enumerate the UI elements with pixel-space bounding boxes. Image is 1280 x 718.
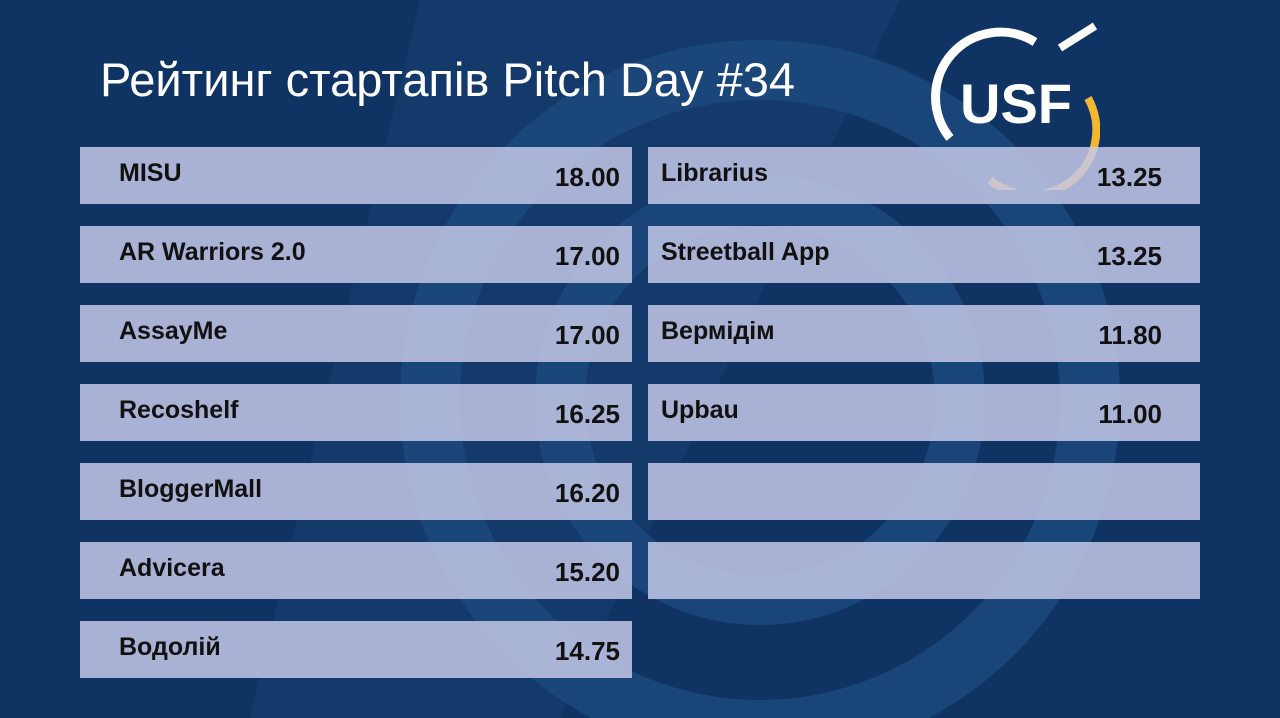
startup-name: Вермідім bbox=[661, 316, 775, 345]
ranking-row: Вермідім 11.80 bbox=[648, 305, 1200, 362]
ranking-row: Librarius 13.25 bbox=[648, 147, 1200, 204]
startup-score: 13.25 bbox=[1096, 161, 1162, 192]
startup-score: 15.20 bbox=[554, 556, 620, 587]
ranking-row bbox=[648, 542, 1200, 599]
startup-name: Водолій bbox=[119, 632, 221, 661]
startup-score: 16.25 bbox=[554, 398, 620, 429]
startup-name: Upbau bbox=[661, 395, 739, 424]
ranking-row: Advicera 15.20 bbox=[80, 542, 632, 599]
startup-name: AR Warriors 2.0 bbox=[119, 237, 306, 266]
startup-name: MISU bbox=[119, 158, 182, 187]
startup-score: 18.00 bbox=[554, 161, 620, 192]
ranking-row: Водолій 14.75 bbox=[80, 621, 632, 678]
startup-score: 11.80 bbox=[1098, 319, 1162, 350]
startup-name: AssayMe bbox=[119, 316, 228, 345]
startup-score: 13.25 bbox=[1096, 240, 1162, 271]
startup-name: Advicera bbox=[119, 553, 225, 582]
startup-score: 14.75 bbox=[554, 635, 620, 666]
ranking-row: AssayMe 17.00 bbox=[80, 305, 632, 362]
ranking-row: AR Warriors 2.0 17.00 bbox=[80, 226, 632, 283]
page-title: Рейтинг стартапів Pitch Day #34 bbox=[100, 53, 796, 106]
startup-score: 11.00 bbox=[1098, 398, 1162, 429]
svg-text:USF: USF bbox=[960, 72, 1072, 135]
startup-name: Recoshelf bbox=[119, 395, 239, 424]
ranking-row: Recoshelf 16.25 bbox=[80, 384, 632, 441]
startup-name: BloggerMall bbox=[119, 474, 263, 503]
startup-score: 17.00 bbox=[554, 319, 620, 350]
ranking-row: Upbau 11.00 bbox=[648, 384, 1200, 441]
ranking-row bbox=[648, 463, 1200, 520]
startup-name: Streetball App bbox=[661, 237, 830, 266]
ranking-row: BloggerMall 16.20 bbox=[80, 463, 632, 520]
startup-score: 17.00 bbox=[554, 240, 620, 271]
startup-name: Librarius bbox=[661, 158, 768, 187]
ranking-row: MISU 18.00 bbox=[80, 147, 632, 204]
startup-score: 16.20 bbox=[554, 477, 620, 508]
ranking-row: Streetball App 13.25 bbox=[648, 226, 1200, 283]
